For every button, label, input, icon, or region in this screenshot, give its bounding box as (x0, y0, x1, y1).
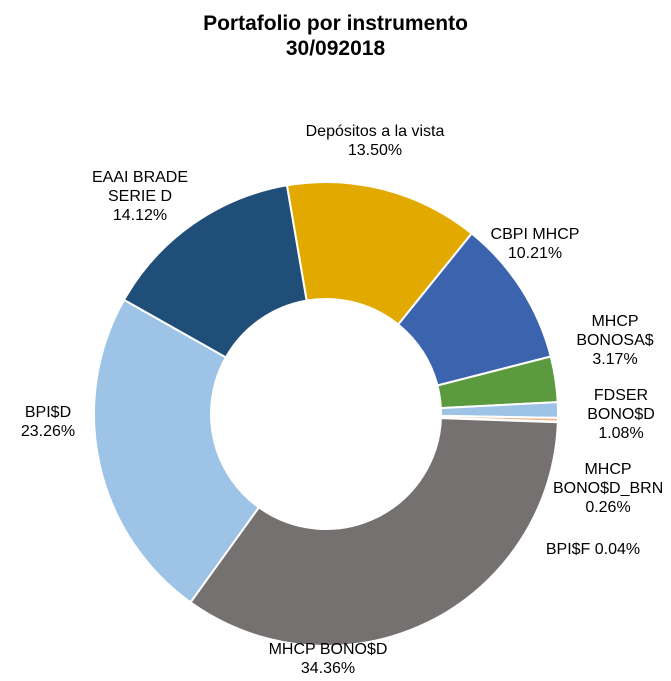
slice-label: MHCP BONO$D_BRN 0.26% (553, 460, 663, 517)
slice-label: BPI$F 0.04% (528, 540, 658, 559)
slice-name: Depósitos a la vista (305, 123, 445, 140)
slice-value: 14.12% (112, 207, 168, 224)
slice-label: CBPI MHCP 10.21% (475, 225, 595, 263)
slice-label: Depósitos a la vista 13.50% (300, 122, 450, 160)
slice-name: MHCP BONO$D_BRN (553, 461, 664, 497)
slice-name: EAAI BRADE SERIE D (91, 169, 189, 205)
donut-slice (189, 417, 559, 647)
slice-label: BPI$D 23.26% (13, 403, 83, 441)
slice-name: CBPI MHCP (490, 226, 580, 243)
slice-name: MHCP BONO$D (268, 641, 388, 658)
donut-slice (93, 298, 261, 604)
slice-label: EAAI BRADE SERIE D 14.12% (85, 168, 195, 225)
slice-label: FDSER BONO$D 1.08% (581, 386, 661, 443)
chart-subtitle: 30/092018 (285, 37, 386, 60)
slice-name: MHCP BONOSA$ (576, 313, 654, 349)
donut-slice (285, 181, 474, 326)
slice-value: 10.21% (507, 245, 563, 262)
chart-title: Portafolio por instrumento (203, 12, 468, 35)
slice-value: 0.26% (585, 499, 631, 516)
slice-value: 3.17% (592, 351, 638, 368)
slice-label: MHCP BONO$D 34.36% (258, 640, 398, 678)
slice-name: FDSER BONO$D (587, 387, 655, 423)
slice-value: 13.50% (347, 142, 403, 159)
slice-label: MHCP BONOSA$ 3.17% (570, 312, 660, 369)
slice-name: BPI$D (24, 404, 72, 421)
slice-value: 1.08% (598, 425, 644, 442)
slice-value: 23.26% (20, 423, 76, 440)
slice-value: 0.04% (594, 541, 641, 558)
slice-name: BPI$F (545, 541, 591, 558)
slice-value: 34.36% (300, 660, 356, 677)
donut-slice (122, 184, 308, 359)
